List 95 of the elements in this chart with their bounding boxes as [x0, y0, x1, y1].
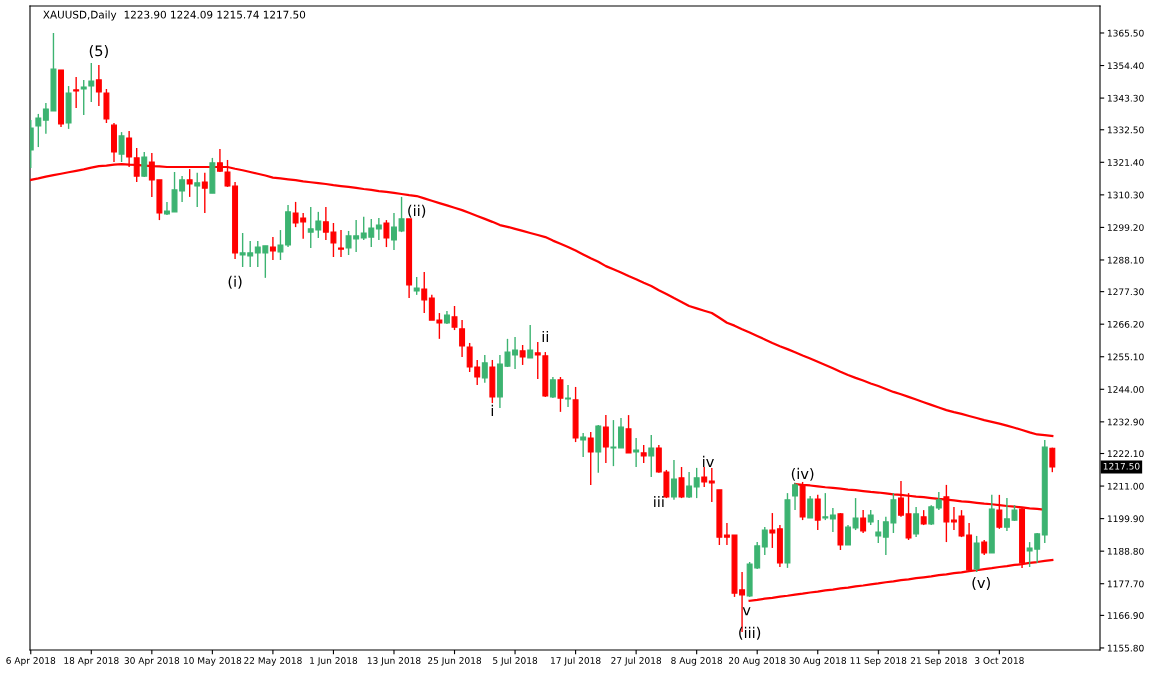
y-tick-label: 1310.30 [1107, 191, 1144, 199]
y-tick-label: 1255.10 [1107, 353, 1144, 361]
annotation: i [491, 404, 494, 416]
candlestick [935, 491, 942, 511]
candlestick [194, 172, 201, 208]
y-tick-label: 1199.90 [1107, 515, 1144, 523]
candlestick [1049, 446, 1056, 473]
candlestick [678, 466, 685, 499]
y-tick-label: 1244.00 [1107, 386, 1144, 393]
candlestick [580, 432, 587, 458]
y-tick-label: 1365.50 [1107, 29, 1144, 37]
candlestick [375, 217, 382, 241]
candlestick [201, 172, 208, 214]
candlestick [557, 376, 564, 413]
x-tick-label: 27 Jul 2018 [611, 656, 662, 666]
annotation: iii [654, 496, 664, 508]
candlestick [118, 131, 125, 163]
y-tick-label: 1299.20 [1107, 224, 1144, 231]
candlestick [686, 471, 693, 499]
y-tick-label: 1232.90 [1107, 418, 1144, 426]
x-tick-label: 6 Apr 2018 [6, 657, 56, 666]
y-tick-label: 1277.30 [1107, 288, 1144, 296]
candlestick [814, 494, 821, 531]
x-tick-label: 20 Aug 2018 [728, 657, 786, 666]
annotation: v [742, 607, 751, 616]
candlestick [519, 344, 526, 366]
y-tick-label: 1343.30 [1107, 94, 1144, 102]
annotation: (iv) [791, 467, 814, 481]
annotation: ii [542, 330, 549, 342]
candlestick [141, 151, 148, 178]
candlestick [587, 431, 594, 486]
candlestick [670, 459, 677, 501]
x-tick-label: 21 Sep 2018 [910, 657, 967, 666]
annotation: (iii) [739, 626, 761, 640]
candlestick [860, 509, 867, 534]
candlestick [269, 236, 276, 261]
x-tick-label: 13 Jun 2018 [367, 657, 421, 666]
candlestick [73, 76, 80, 109]
y-tick-label: 1321.40 [1107, 159, 1144, 166]
candlestick [829, 507, 836, 533]
candlestick [338, 229, 344, 258]
annotation: (v) [972, 576, 990, 590]
y-tick-label: 1211.00 [1107, 482, 1144, 490]
y-tick-label: 1288.10 [1107, 256, 1144, 264]
candlestick [852, 497, 859, 531]
candlestick [708, 467, 715, 503]
y-tick-label: 1332.50 [1107, 126, 1144, 134]
chart-subtitle: 1223.90 1224.09 1215.74 1217.50 [124, 10, 306, 19]
candlestick [693, 467, 700, 499]
candlestick [761, 526, 768, 556]
candlestick [602, 414, 609, 464]
candlestick [451, 305, 458, 331]
annotation: (ii) [408, 204, 426, 218]
candlestick [421, 271, 428, 314]
candlestick [383, 219, 390, 248]
candlestick [701, 466, 708, 488]
y-tick-label: 1188.80 [1107, 547, 1144, 555]
annotation: (i) [228, 275, 242, 289]
x-tick-label: 5 Jul 2018 [493, 656, 538, 666]
candlestick [807, 495, 814, 519]
x-tick-label: 30 Aug 2018 [789, 657, 847, 666]
candlestick [769, 512, 776, 549]
candlestick [648, 434, 655, 478]
candlestick [792, 482, 799, 511]
y-tick-label: 1155.80 [1107, 644, 1144, 652]
x-tick-label: 10 May 2018 [183, 657, 242, 666]
annotation: (5) [89, 45, 108, 58]
x-tick-label: 17 Jul 2018 [551, 656, 601, 666]
y-tick-label: 1177.70 [1107, 580, 1144, 588]
y-tick-label: 1354.40 [1107, 62, 1144, 70]
x-tick-label: 3 Oct 2018 [975, 657, 1024, 664]
candlestick [633, 437, 640, 468]
candlestick [565, 384, 572, 408]
candlestick [527, 324, 534, 359]
x-tick-label: 11 Sep 2018 [850, 657, 907, 666]
annotation: iv [703, 455, 714, 467]
candlestick [875, 519, 882, 544]
candlestick [186, 168, 193, 198]
x-tick-label: 18 Apr 2018 [64, 657, 119, 666]
x-tick-label: 30 Apr 2018 [124, 657, 180, 666]
candlestick [459, 319, 466, 358]
chart-title: XAUUSD,Daily [43, 10, 117, 21]
candlestick [822, 492, 829, 521]
y-tick-label: 1266.20 [1107, 320, 1144, 328]
y-tick-label: 1166.90 [1107, 612, 1144, 619]
candlestick [845, 524, 851, 546]
text: 1217.50 [1103, 462, 1140, 470]
x-tick-label: 8 Aug 2018 [671, 657, 723, 666]
candlestick [481, 354, 488, 384]
x-tick-label: 22 May 2018 [244, 657, 302, 666]
x-tick-label: 25 Jun 2018 [428, 657, 482, 666]
x-tick-label: 1 Jun 2018 [310, 657, 358, 666]
y-tick-label: 1222.10 [1107, 450, 1144, 458]
candlestick [35, 113, 42, 148]
candlestick [913, 506, 920, 538]
